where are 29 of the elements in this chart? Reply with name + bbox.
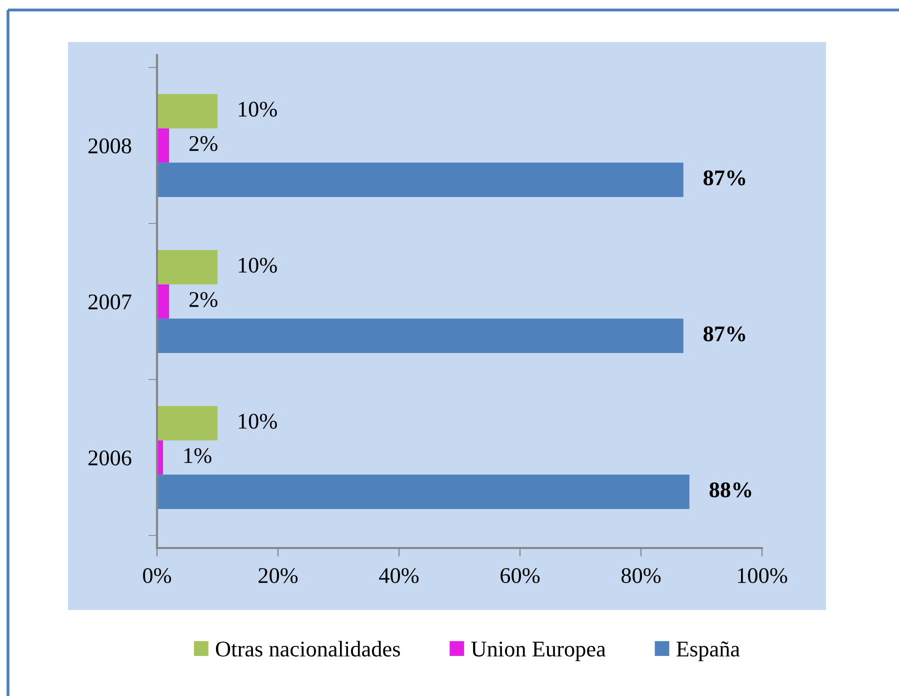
data-label: 2%	[190, 136, 218, 152]
data-label: 10%	[238, 414, 277, 429]
y-tick-label: 2008	[88, 138, 132, 154]
bar	[157, 128, 170, 163]
x-tick-label: 60%	[500, 568, 540, 584]
bar	[157, 406, 218, 440]
bar	[157, 284, 170, 319]
data-label: 1%	[184, 448, 212, 464]
data-label: 2%	[190, 292, 218, 308]
bar	[157, 94, 218, 128]
x-tick-label: 80%	[621, 568, 661, 584]
legend-label: Otras nacionalidades	[216, 640, 400, 657]
x-tick-label: 20%	[258, 568, 298, 584]
y-tick-label: 2006	[88, 450, 132, 466]
legend-label: Union Europea	[471, 642, 606, 662]
bar	[157, 250, 218, 284]
bar	[157, 318, 684, 353]
data-label: 10%	[238, 258, 277, 273]
x-tick-label: 0%	[143, 568, 172, 584]
data-label: 88%	[710, 482, 752, 498]
bar	[157, 474, 690, 509]
x-tick-label: 40%	[379, 568, 419, 584]
x-tick-label: 100%	[738, 568, 788, 584]
bar	[157, 162, 684, 197]
data-label: 10%	[238, 102, 277, 117]
data-label: 87%	[704, 326, 746, 342]
legend-label: España	[676, 641, 740, 662]
data-label: 87%	[704, 170, 746, 186]
y-tick-label: 2007	[88, 294, 132, 310]
